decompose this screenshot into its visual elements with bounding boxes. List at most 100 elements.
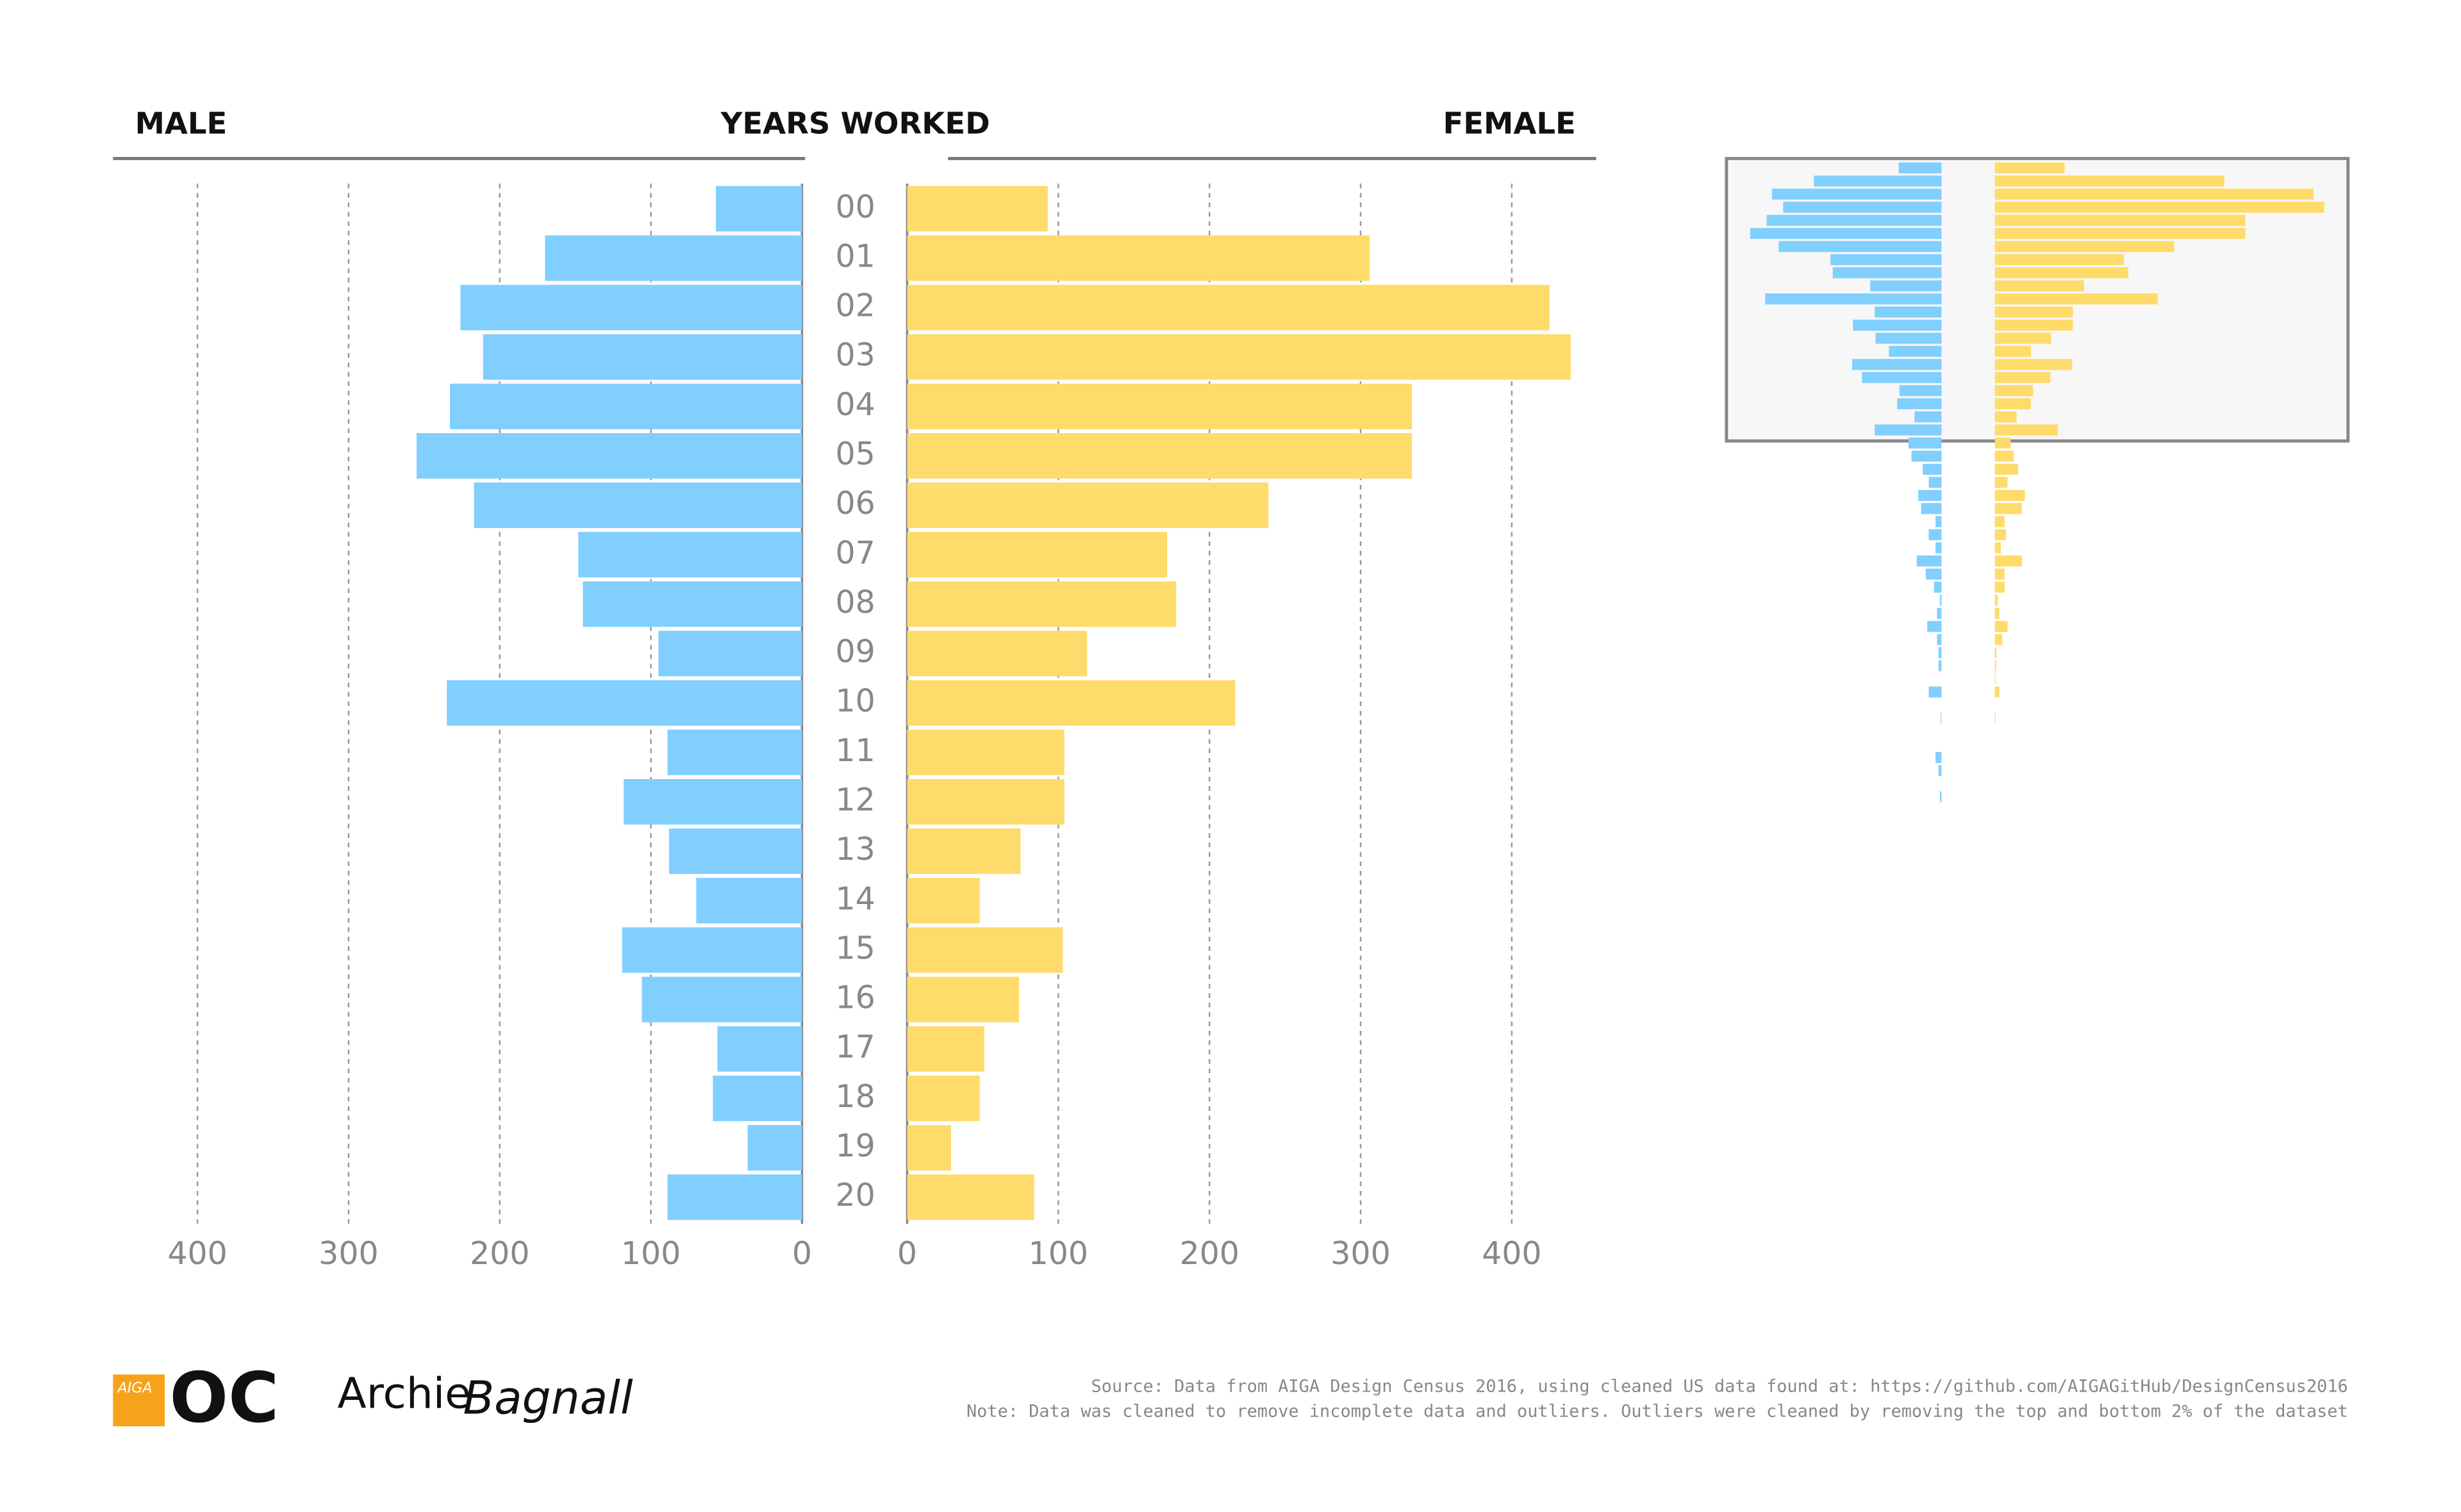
bar <box>1994 529 2007 541</box>
bar <box>1937 634 1942 645</box>
bar <box>1994 673 1996 685</box>
bar <box>747 1125 802 1171</box>
bar <box>578 532 802 578</box>
category-label: 11 <box>836 732 875 769</box>
bar <box>1875 424 1942 436</box>
bar <box>1994 450 2014 462</box>
bar <box>1994 411 2017 423</box>
bar <box>716 186 802 232</box>
bar <box>1994 162 2065 174</box>
bar <box>667 1174 802 1220</box>
category-label: 19 <box>836 1128 875 1164</box>
bar <box>1994 333 2051 344</box>
category-label: 13 <box>836 831 875 867</box>
bar <box>1994 241 2175 252</box>
bar <box>1994 463 2018 475</box>
category-label: 00 <box>836 188 875 225</box>
bar <box>1927 621 1942 632</box>
bar <box>907 1075 980 1121</box>
minimap <box>1750 162 2324 803</box>
bar <box>1994 398 2031 409</box>
category-label: 03 <box>836 337 875 374</box>
bar <box>474 482 802 529</box>
bar <box>696 878 802 924</box>
bar <box>1994 647 1996 659</box>
bar <box>907 779 1065 825</box>
bar <box>907 383 1413 429</box>
bar <box>1994 201 2324 213</box>
category-label: 06 <box>836 485 875 522</box>
bar <box>907 878 980 924</box>
bar <box>1898 162 1942 174</box>
author-first: Archie <box>338 1369 471 1418</box>
category-label: 09 <box>836 634 875 670</box>
category-label: 17 <box>836 1029 875 1065</box>
bar <box>907 1174 1034 1220</box>
category-label: 01 <box>836 238 875 274</box>
bar <box>1994 568 2005 580</box>
bar <box>668 828 802 875</box>
bar <box>1935 516 1942 527</box>
category-label: 04 <box>836 386 875 423</box>
bar <box>907 235 1370 281</box>
bar <box>1994 503 2022 514</box>
bar <box>907 284 1550 331</box>
x-tick-label: 0 <box>897 1235 917 1272</box>
bar <box>1783 201 1942 213</box>
category-label: 20 <box>836 1177 875 1213</box>
category-label: 16 <box>836 980 875 1016</box>
bar <box>1918 489 1942 501</box>
bar <box>717 1026 802 1072</box>
bar <box>1778 241 1942 252</box>
bar <box>1994 280 2084 292</box>
bar <box>1994 712 1996 724</box>
bar <box>1750 227 1942 239</box>
bar <box>1766 215 1942 226</box>
cleaning-note: Note: Data was cleaned to remove incompl… <box>966 1402 2348 1422</box>
bar <box>1771 188 1942 200</box>
bar <box>1994 424 2058 436</box>
bar <box>658 630 802 677</box>
x-tick-label: 400 <box>1482 1235 1541 1272</box>
male-header: MALE <box>135 106 228 141</box>
x-tick-label: 400 <box>167 1235 227 1272</box>
bar <box>907 581 1177 627</box>
bar <box>907 927 1063 973</box>
bar <box>1832 267 1942 279</box>
bar <box>907 680 1236 726</box>
bar <box>1994 227 2246 239</box>
bar <box>1814 176 1942 187</box>
bar <box>1911 450 1942 462</box>
bar <box>1994 621 2008 632</box>
bar <box>1994 634 2003 645</box>
x-tick-label: 100 <box>621 1235 681 1272</box>
bar <box>1928 686 1942 698</box>
aiga-text: AIGA <box>117 1380 153 1396</box>
category-label: 08 <box>836 584 875 620</box>
bar <box>1994 188 2314 200</box>
bar <box>907 630 1088 677</box>
bar <box>1935 542 1942 554</box>
bar <box>907 729 1065 775</box>
bar <box>460 284 802 331</box>
category-label: 18 <box>836 1078 875 1115</box>
bar <box>417 433 802 479</box>
bar <box>624 779 802 825</box>
category-label: 02 <box>836 288 875 324</box>
bar <box>907 976 1020 1023</box>
category-label: 07 <box>836 534 875 571</box>
source-note: Source: Data from AIGA Design Census 201… <box>1091 1376 2348 1396</box>
bar <box>1935 752 1942 763</box>
bar <box>1994 542 2001 554</box>
bar <box>1994 293 2158 305</box>
bar <box>1928 477 1942 488</box>
bar <box>1938 660 1942 671</box>
bar <box>1940 595 1942 606</box>
bar <box>907 828 1021 875</box>
bar <box>907 433 1413 479</box>
bar <box>1994 385 2034 397</box>
bar <box>1940 791 1942 803</box>
bar <box>1870 280 1942 292</box>
